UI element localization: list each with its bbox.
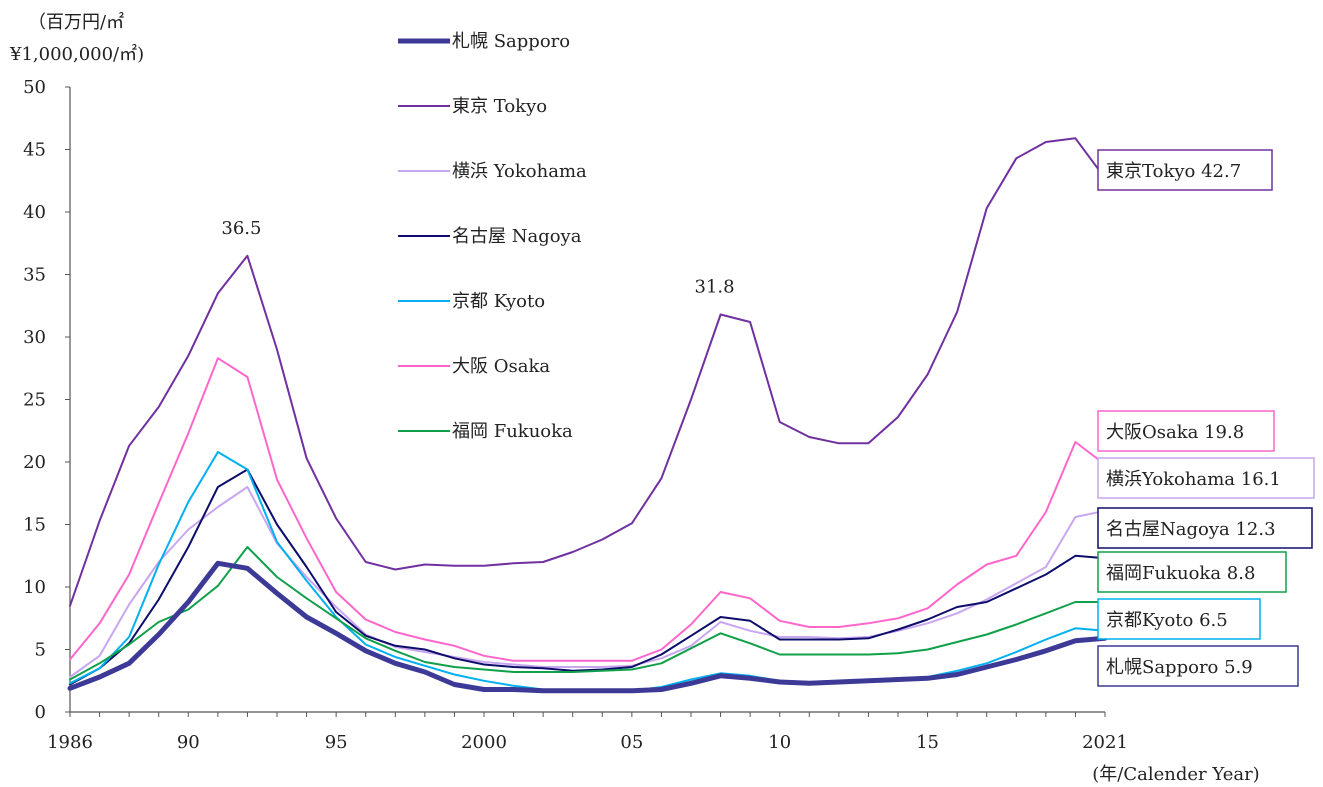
y-tick-label: 0 <box>35 702 46 723</box>
series-line-3 <box>69 468 1106 686</box>
y-tick-label: 35 <box>23 265 46 286</box>
peak-annotation: 31.8 <box>695 277 735 298</box>
end-value-label: 札幌Sapporo 5.9 <box>1106 657 1253 678</box>
series-line-5 <box>69 357 1106 662</box>
end-value-box <box>1097 149 1273 191</box>
y-tick-label: 50 <box>23 77 46 98</box>
x-tick-label: 15 <box>916 732 939 753</box>
end-value-label: 名古屋Nagoya 12.3 <box>1106 519 1276 540</box>
end-value-box <box>1097 507 1313 549</box>
end-value-label: 横浜Yokohama 16.1 <box>1106 469 1281 490</box>
y-axis-unit-label-en: ¥1,000,000/㎡) <box>10 44 145 65</box>
end-value-box <box>1097 645 1299 687</box>
series-line-1 <box>69 137 1106 607</box>
legend-label: 京都 Kyoto <box>452 291 545 312</box>
end-value-box <box>1097 551 1287 593</box>
legend-label: 名古屋 Nagoya <box>452 226 582 247</box>
y-tick-label: 5 <box>35 640 46 661</box>
x-tick-label: 1986 <box>47 732 93 753</box>
y-tick-label: 30 <box>23 327 46 348</box>
x-tick-label: 2000 <box>461 732 507 753</box>
legend-label: 福岡 Fukuoka <box>452 421 573 442</box>
series-line-0 <box>67 560 1108 694</box>
x-tick-label: 05 <box>620 732 643 753</box>
y-tick-label: 10 <box>23 577 46 598</box>
x-tick-label: 2021 <box>1082 732 1128 753</box>
y-tick-label: 40 <box>23 202 46 223</box>
x-tick-label: 95 <box>325 732 348 753</box>
series-line-4 <box>69 451 1106 692</box>
series-line-2 <box>69 486 1106 678</box>
end-value-label: 東京Tokyo 42.7 <box>1106 161 1241 182</box>
y-tick-label: 15 <box>23 515 46 536</box>
y-tick-label: 25 <box>23 390 46 411</box>
end-value-box <box>1097 598 1261 640</box>
y-tick-label: 20 <box>23 452 46 473</box>
legend-label: 東京 Tokyo <box>452 96 547 117</box>
y-axis-unit-label-jp: （百万円/㎡ <box>28 12 125 33</box>
end-value-label: 京都Kyoto 6.5 <box>1106 610 1228 631</box>
x-axis-title: (年/Calender Year) <box>1092 764 1259 785</box>
y-tick-label: 45 <box>23 140 46 161</box>
x-tick-label: 90 <box>177 732 200 753</box>
end-value-box <box>1097 410 1275 452</box>
end-value-label: 福岡Fukuoka 8.8 <box>1106 563 1255 584</box>
legend-label: 札幌 Sapporo <box>452 31 570 52</box>
legend-label: 横浜 Yokohama <box>452 161 587 182</box>
peak-annotation: 36.5 <box>221 218 261 239</box>
end-value-label: 大阪Osaka 19.8 <box>1106 422 1244 443</box>
series-line-6 <box>69 546 1106 681</box>
legend-label: 大阪 Osaka <box>452 356 550 377</box>
end-value-box <box>1097 457 1315 499</box>
x-tick-label: 10 <box>768 732 791 753</box>
